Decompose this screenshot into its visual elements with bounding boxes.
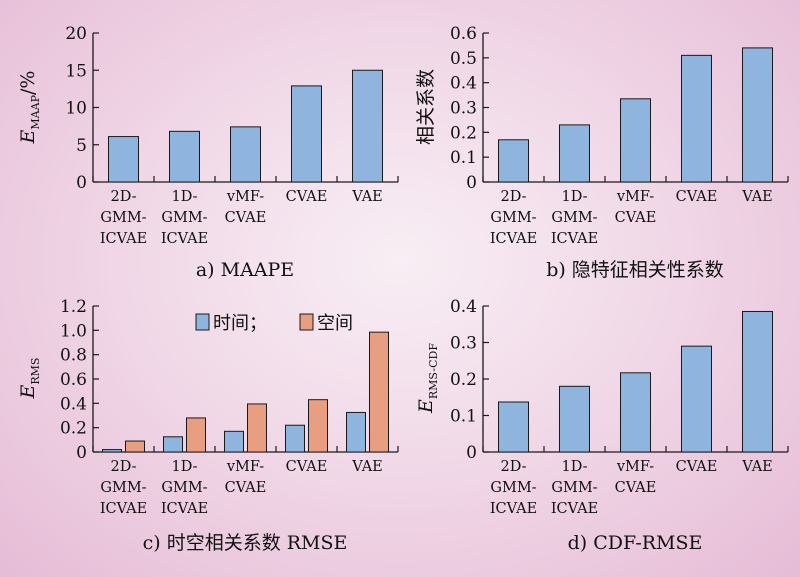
- legend-swatch-space: [299, 313, 314, 331]
- chart-d: 0 0.1 0.2 0.3 0.4 2D-GMM-ICVAE 1D-GMM-ICVAE vMF…: [415, 297, 789, 517]
- chart-b: 0 0.1 0.2 0.3 0.4 0.5 0.6 2D-GMM-ICVAE 1D-GMM-IC…: [415, 24, 789, 247]
- y-tick-label: 0.6: [450, 24, 477, 44]
- legend-label-space: 空间: [317, 313, 353, 334]
- y-tick-label: 0.3: [450, 99, 477, 119]
- y-tick-label: 0.4: [60, 394, 87, 414]
- caption-b: b) 隐特征相关性系数: [546, 259, 724, 281]
- y-tick-label: 0: [76, 443, 87, 463]
- bar-value: [620, 372, 651, 453]
- bar-space: [247, 403, 267, 453]
- bar-space: [308, 399, 328, 453]
- x-tick-label: VAE: [741, 459, 773, 475]
- legend-label-time: 时间；: [213, 313, 267, 334]
- y-tick-label: 15: [65, 61, 87, 81]
- bar-value: [681, 54, 712, 183]
- bar-value: [108, 136, 139, 183]
- x-tick-label: 2D-GMM-ICVAE: [100, 189, 147, 247]
- x-tick-label: VAE: [351, 459, 383, 475]
- y-tick-label: 0.2: [450, 370, 477, 390]
- bar-time: [346, 411, 366, 453]
- chart-a: 0 5 10 15 20 2D-GMM-ICVAE 1D-GMM-ICVAE vMF-CVAE…: [17, 24, 399, 247]
- bar-value: [291, 85, 322, 183]
- y-tick-label: 20: [65, 24, 87, 44]
- y-tick-label: 1.0: [60, 321, 87, 341]
- y-axis-label: ERMS-CDF: [415, 343, 440, 414]
- x-tick-label: CVAE: [286, 189, 328, 205]
- x-tick-label: vMF-CVAE: [225, 189, 267, 226]
- y-tick-label: 0.1: [450, 407, 477, 427]
- bar-space: [369, 331, 389, 453]
- y-tick-label: 0.3: [450, 334, 477, 354]
- bar-value: [681, 345, 712, 453]
- x-tick-label: 1D-GMM-ICVAE: [161, 189, 208, 247]
- y-tick-label: 0.4: [450, 74, 477, 94]
- bar-value: [169, 130, 200, 183]
- bar-value: [559, 385, 590, 453]
- x-tick-label: 2D-GMM-ICVAE: [100, 459, 147, 517]
- y-tick-label: 0: [466, 443, 477, 463]
- x-tick-label: 1D-GMM-ICVAE: [551, 189, 598, 247]
- y-tick-label: 5: [76, 136, 87, 156]
- bar-value: [742, 47, 773, 183]
- y-tick-label: 0.6: [60, 370, 87, 390]
- x-tick-label: 2D-GMM-ICVAE: [490, 459, 537, 517]
- legend: 时间； 空间: [195, 313, 353, 334]
- y-axis-label: ERMS: [17, 358, 42, 400]
- y-axis-label: 相关系数: [415, 69, 437, 145]
- bar-time: [102, 449, 122, 453]
- x-tick-label: CVAE: [676, 189, 718, 205]
- caption-d: d) CDF-RMSE: [568, 532, 703, 554]
- y-tick-label: 0: [76, 173, 87, 193]
- y-tick-label: 1.2: [60, 297, 87, 317]
- chart-c: 0 0.2 0.4 0.6 0.8 1.0 1.2 2D-GMM-ICVAE 1D-GMM-IC…: [17, 297, 399, 517]
- y-tick-label: 0.8: [60, 346, 87, 366]
- bar-value: [620, 98, 651, 183]
- bar-space: [186, 417, 206, 453]
- y-tick-label: 0.5: [450, 49, 477, 69]
- bar-value: [559, 124, 590, 183]
- caption-a: a) MAAPE: [196, 259, 294, 281]
- x-tick-label: vMF-CVAE: [225, 459, 267, 496]
- y-tick-label: 0.2: [60, 419, 87, 439]
- x-tick-label: 1D-GMM-ICVAE: [161, 459, 208, 517]
- x-tick-label: CVAE: [676, 459, 718, 475]
- caption-c: c) 时空相关系数 RMSE: [143, 532, 348, 554]
- y-axis-label: EMAAP/%: [17, 71, 42, 145]
- y-tick-label: 10: [65, 99, 87, 119]
- x-tick-label: vMF-CVAE: [615, 189, 657, 226]
- x-tick-label: VAE: [351, 189, 383, 205]
- y-tick-label: 0.4: [450, 297, 477, 317]
- bar-value: [498, 401, 529, 453]
- bar-time: [163, 436, 183, 453]
- y-tick-label: 0.2: [450, 123, 477, 143]
- bar-space: [125, 440, 145, 453]
- bar-value: [742, 310, 773, 453]
- x-tick-label: 2D-GMM-ICVAE: [490, 189, 537, 247]
- bar-value: [352, 69, 383, 183]
- bar-time: [224, 430, 244, 453]
- legend-swatch-time: [195, 313, 210, 331]
- y-tick-label: 0: [466, 173, 477, 193]
- x-tick-label: 1D-GMM-ICVAE: [551, 459, 598, 517]
- x-tick-label: vMF-CVAE: [615, 459, 657, 496]
- x-tick-label: CVAE: [286, 459, 328, 475]
- bar-value: [498, 139, 529, 183]
- bar-value: [230, 126, 261, 183]
- x-tick-label: VAE: [741, 189, 773, 205]
- y-tick-label: 0.1: [450, 148, 477, 168]
- bar-time: [285, 424, 305, 453]
